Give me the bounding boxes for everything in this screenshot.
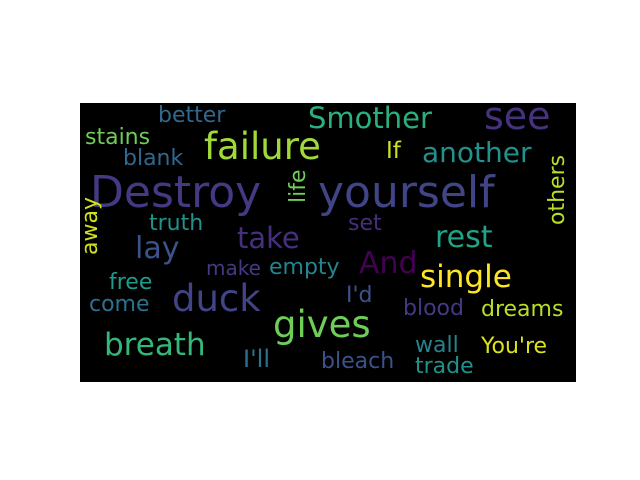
word-and: And	[359, 246, 418, 281]
word-if: If	[386, 138, 401, 164]
word-blank: blank	[123, 146, 184, 171]
word-trade: trade	[415, 354, 474, 379]
word-lay: lay	[135, 231, 180, 266]
word-take: take	[237, 221, 300, 255]
word-bleach: bleach	[321, 349, 395, 374]
word-truth: truth	[149, 211, 204, 236]
word-youre: You're	[481, 334, 548, 359]
word-smother: Smother	[308, 103, 432, 135]
word-id: I'd	[346, 283, 373, 308]
word-gives: gives	[273, 303, 371, 346]
word-blood: blood	[403, 296, 464, 321]
word-dreams: dreams	[481, 297, 564, 322]
word-ill: I'll	[243, 345, 271, 373]
word-failure: failure	[204, 125, 321, 168]
word-cloud: Destroy yourself failure see Smother ano…	[80, 103, 576, 382]
word-better: better	[158, 103, 226, 128]
word-see: see	[484, 103, 551, 138]
word-another: another	[422, 136, 532, 169]
word-breath: breath	[104, 327, 206, 363]
word-yourself: yourself	[318, 167, 495, 218]
word-single: single	[420, 259, 512, 295]
word-set: set	[348, 211, 382, 236]
word-empty: empty	[269, 255, 340, 280]
word-make: make	[206, 256, 261, 280]
word-destroy: Destroy	[90, 167, 262, 218]
word-life: life	[286, 169, 311, 203]
word-wall: wall	[415, 333, 459, 358]
word-duck: duck	[172, 277, 261, 320]
word-free: free	[109, 270, 153, 295]
word-stains: stains	[85, 125, 151, 150]
word-away: away	[80, 197, 103, 255]
word-come: come	[89, 292, 150, 317]
word-others: others	[545, 154, 570, 225]
word-rest: rest	[435, 220, 493, 255]
